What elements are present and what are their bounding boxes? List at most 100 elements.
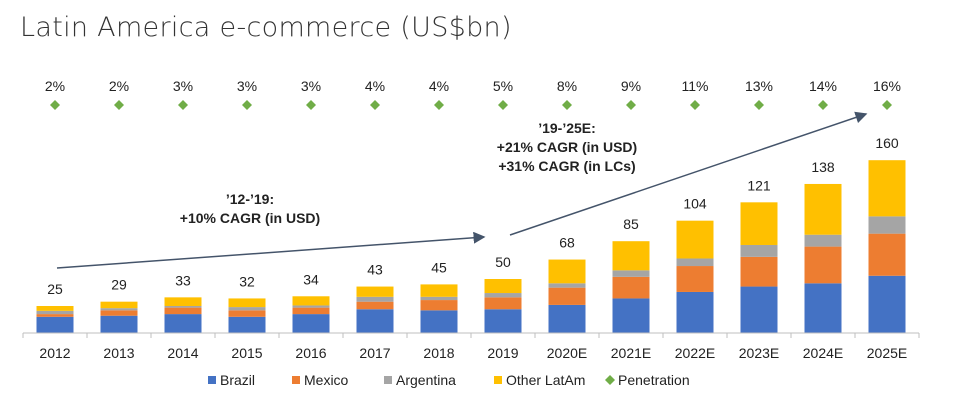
- x-tick-label: 2014: [167, 345, 198, 361]
- x-tick-label: 2013: [103, 345, 134, 361]
- penetration-label: 3%: [173, 78, 193, 94]
- trend-arrow-2012-2019: [56, 231, 486, 269]
- penetration-label: 3%: [237, 78, 257, 94]
- bar-segment-other-latam: [548, 259, 586, 284]
- bar-segment-other-latam: [100, 301, 138, 309]
- trend-arrow-2019-2025: [509, 111, 868, 236]
- total-label: 50: [495, 254, 511, 270]
- legend-swatch-brazil: [208, 376, 216, 384]
- bar-segment-brazil: [228, 316, 266, 333]
- penetration-marker: [178, 100, 188, 110]
- penetration-label: 5%: [493, 78, 513, 94]
- x-tick-label: 2019: [487, 345, 518, 361]
- annotation-line: +10% CAGR (in USD): [179, 210, 321, 226]
- x-tick-label: 2025E: [867, 345, 907, 361]
- bar-segment-other-latam: [164, 297, 202, 306]
- penetration-label: 8%: [557, 78, 577, 94]
- bar-segment-brazil: [36, 316, 74, 333]
- total-label: 34: [303, 271, 319, 287]
- bar-segment-brazil: [548, 304, 586, 333]
- total-label: 29: [111, 277, 127, 293]
- bar-segment-mexico: [740, 256, 778, 287]
- total-label: 43: [367, 262, 383, 278]
- penetration-marker: [754, 100, 764, 110]
- total-label: 25: [47, 281, 63, 297]
- total-label: 138: [811, 159, 835, 175]
- penetration-label: 2%: [45, 78, 65, 94]
- bar-segment-brazil: [676, 291, 714, 333]
- bar-segment-other-latam: [36, 306, 74, 311]
- bar-segment-brazil: [164, 314, 202, 333]
- penetration-marker: [882, 100, 892, 110]
- bar-segment-argentina: [612, 270, 650, 277]
- annotation-2019-2025: ’19-’25E: +21% CAGR (in USD) +31% CAGR (…: [467, 119, 667, 176]
- penetration-marker: [434, 100, 444, 110]
- penetration-marker: [818, 100, 828, 110]
- bar-segment-mexico: [484, 297, 522, 310]
- x-tick-label: 2018: [423, 345, 454, 361]
- penetration-marker: [562, 100, 572, 110]
- bar-segment-other-latam: [292, 296, 330, 306]
- penetration-label: 13%: [745, 78, 773, 94]
- bar-segment-brazil: [420, 310, 458, 333]
- x-tick-label: 2021E: [611, 345, 651, 361]
- annotation-2012-2019: ’12-’19: +10% CAGR (in USD): [150, 190, 350, 228]
- total-label: 33: [175, 272, 191, 288]
- bar-segment-mexico: [356, 301, 394, 310]
- penetration-label: 9%: [621, 78, 641, 94]
- bar-segment-brazil: [484, 309, 522, 333]
- penetration-marker: [626, 100, 636, 110]
- penetration-label: 4%: [365, 78, 385, 94]
- bar-segment-mexico: [676, 266, 714, 292]
- bar-segment-other-latam: [420, 284, 458, 297]
- penetration-marker: [306, 100, 316, 110]
- bar-segment-brazil: [740, 286, 778, 333]
- bar-segment-other-latam: [804, 183, 842, 235]
- bar-segment-other-latam: [868, 160, 906, 217]
- bar-segment-mexico: [548, 287, 586, 305]
- penetration-marker: [690, 100, 700, 110]
- total-label: 85: [623, 216, 639, 232]
- bar-segment-argentina: [36, 310, 74, 315]
- penetration-marker: [114, 100, 124, 110]
- legend-label: Argentina: [396, 372, 456, 388]
- bar-segment-argentina: [292, 305, 330, 308]
- bar-segment-argentina: [804, 234, 842, 247]
- total-label: 104: [683, 196, 707, 212]
- bar-segment-argentina: [484, 293, 522, 298]
- penetration-marker: [242, 100, 252, 110]
- penetration-marker: [370, 100, 380, 110]
- x-tick-label: 2016: [295, 345, 326, 361]
- legend-label: Penetration: [618, 372, 690, 388]
- bar-segment-argentina: [868, 216, 906, 234]
- bar-segment-other-latam: [740, 202, 778, 245]
- bar-segment-brazil: [292, 314, 330, 333]
- bar-segment-argentina: [420, 296, 458, 301]
- legend-swatch-other-latam: [494, 376, 502, 384]
- total-label: 32: [239, 273, 255, 289]
- bar-segment-mexico: [292, 307, 330, 315]
- x-tick-label: 2012: [39, 345, 70, 361]
- annotation-line: +21% CAGR (in USD): [496, 139, 638, 155]
- penetration-label: 3%: [301, 78, 321, 94]
- x-tick-label: 2017: [359, 345, 390, 361]
- bar-segment-other-latam: [676, 220, 714, 259]
- bar-segment-mexico: [868, 233, 906, 276]
- bar-segment-mexico: [612, 276, 650, 299]
- x-tick-label: 2024E: [803, 345, 843, 361]
- penetration-label: 11%: [682, 78, 709, 94]
- penetration-label: 2%: [109, 78, 129, 94]
- x-tick-label: 2022E: [675, 345, 715, 361]
- legend-label: Brazil: [220, 372, 255, 388]
- bar-segment-other-latam: [356, 286, 394, 297]
- bar-segment-argentina: [548, 283, 586, 288]
- penetration-label: 16%: [873, 78, 901, 94]
- bar-segment-mexico: [164, 307, 202, 315]
- legend-label: Mexico: [304, 372, 349, 388]
- legend-swatch-mexico: [292, 376, 300, 384]
- legend-swatch-argentina: [384, 376, 392, 384]
- bar-segment-argentina: [164, 306, 202, 308]
- legend-marker-penetration: [605, 375, 615, 385]
